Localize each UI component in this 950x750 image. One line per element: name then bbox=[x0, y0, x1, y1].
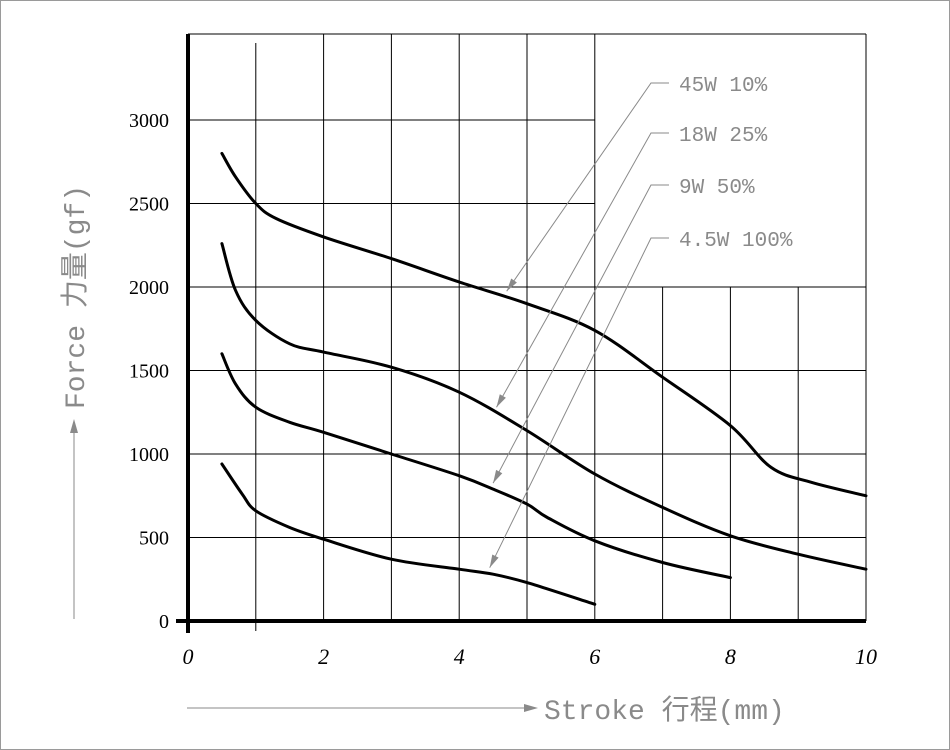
x-tick-label: 10 bbox=[855, 644, 877, 669]
series-curve-4 bbox=[220, 462, 597, 606]
x-tick-label: 2 bbox=[318, 644, 329, 669]
legend-leader-4 bbox=[489, 237, 669, 568]
y-tick-label: 2000 bbox=[129, 277, 169, 299]
x-tick-label: 6 bbox=[589, 644, 600, 669]
y-tick-label: 3000 bbox=[129, 110, 169, 132]
legend-entry-3: 9W 50% bbox=[679, 177, 755, 200]
y-tick-label: 1000 bbox=[129, 444, 169, 466]
grid-lines bbox=[188, 33, 867, 621]
y-axis-label-arrowhead bbox=[70, 419, 78, 433]
legend-arrowhead-3 bbox=[493, 469, 503, 484]
y-tick-label: 0 bbox=[159, 611, 169, 633]
y-tick-labels: 0 500 1000 1500 2000 2500 3000 bbox=[129, 110, 169, 633]
legend-leader-2 bbox=[496, 132, 669, 408]
x-tick-label: 8 bbox=[725, 644, 736, 669]
axis-labels: Force 力量(gf) Stroke 行程(mm) bbox=[59, 185, 785, 728]
y-tick-label: 500 bbox=[139, 528, 169, 550]
x-tick-label: 4 bbox=[454, 644, 465, 669]
x-tick-labels: 0 2 4 6 8 10 bbox=[183, 644, 878, 669]
x-tick-label: 0 bbox=[183, 644, 194, 669]
x-axis-label-arrowhead bbox=[524, 704, 538, 712]
x-axis-label: Stroke 行程(mm) bbox=[544, 694, 785, 728]
series-curve-2 bbox=[220, 242, 868, 571]
legend-arrowhead-4 bbox=[489, 554, 499, 568]
y-tick-label: 2500 bbox=[129, 194, 169, 216]
legend-leader-1 bbox=[506, 82, 669, 292]
y-axis-label: Force 力量(gf) bbox=[59, 185, 93, 409]
legend-entry-4: 4.5W 100% bbox=[679, 230, 793, 253]
legend: 45W 10% 18W 25% 9W 50% 4.5W 100% bbox=[489, 75, 793, 568]
axes bbox=[176, 34, 866, 633]
series-curves bbox=[220, 151, 868, 606]
legend-arrowhead-2 bbox=[496, 394, 506, 408]
legend-entry-2: 18W 25% bbox=[679, 125, 768, 148]
legend-leader-3 bbox=[492, 184, 669, 484]
series-curve-3 bbox=[220, 352, 732, 580]
legend-arrowhead-1 bbox=[506, 278, 517, 292]
y-tick-label: 1500 bbox=[129, 361, 169, 383]
series-curve-1 bbox=[220, 151, 868, 498]
legend-entry-1: 45W 10% bbox=[679, 75, 768, 98]
